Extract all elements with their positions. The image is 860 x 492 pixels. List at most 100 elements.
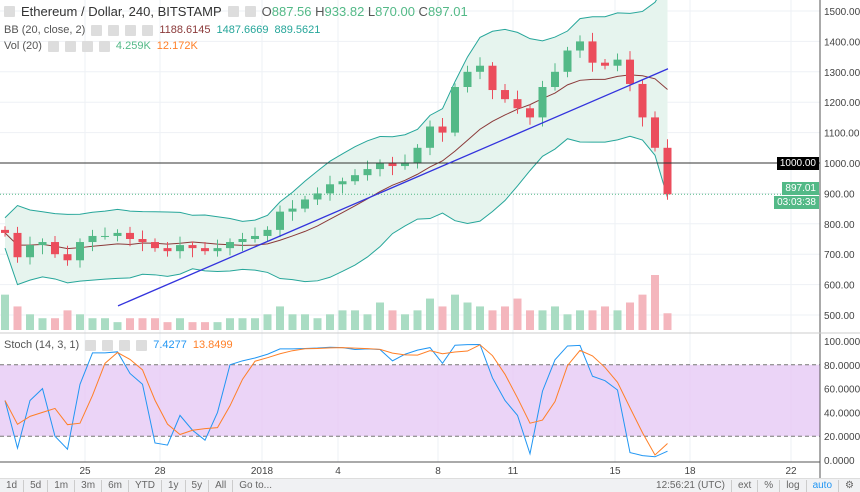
candle-body [288,208,297,212]
stoch-k-value: 7.4277 [153,339,187,351]
clock[interactable]: 12:56:21 (UTC) [650,480,732,492]
stoch-label[interactable]: Stoch (14, 3, 1) [4,339,80,351]
gear-icon[interactable] [244,6,256,17]
plus-icon[interactable] [125,24,137,36]
candle-body [38,242,47,246]
time-tick-label: 28 [154,466,166,477]
candle-body [576,41,584,51]
candle-body [113,232,122,236]
volume-bar [226,318,234,330]
stoch-band [0,364,820,437]
time-tick-label: 18 [684,466,696,477]
log-toggle[interactable]: log [780,480,807,492]
range-3m[interactable]: 3m [75,480,103,492]
range-6m[interactable]: 6m [102,480,129,492]
gear-icon[interactable] [64,40,76,52]
gear-icon[interactable] [108,24,120,36]
goto-button[interactable]: Go to... [239,480,273,491]
candle-body [388,163,397,167]
eye-icon[interactable] [91,24,103,36]
candle-body [163,248,172,252]
price-tick-label: 1200.00 [824,98,860,109]
time-tick-label: 25 [79,466,91,477]
candle-body [563,50,572,72]
volume-bar [651,275,659,330]
candle-body [413,147,422,163]
volume-bar [263,314,272,330]
price-tick-label: 800.00 [824,220,855,231]
last-price-tag: 897.01 [782,182,819,195]
high-value: 933.82 [324,4,365,19]
range-1d[interactable]: 1d [0,480,25,492]
range-1y[interactable]: 1y [162,480,186,492]
range-5d[interactable]: 5d [24,480,49,492]
vol-legend: Vol (20) 4.259K 12.172K [4,40,198,52]
symbol-title: Ethereum / Dollar, 240, BITSTAMP [21,4,222,19]
eye-icon[interactable] [47,40,59,52]
eye-icon[interactable] [227,6,239,17]
time-tick-label: 8 [435,466,441,477]
candle-body [226,242,234,249]
candle-body [251,235,259,239]
volume-bar [338,310,347,330]
price-tick-label: 1300.00 [824,68,860,79]
time-tick-label: 15 [609,466,621,477]
candle-body [1,229,9,233]
collapse-icon[interactable] [4,6,15,17]
price-tick-label: 1000.00 [824,159,860,170]
close-icon[interactable] [98,40,110,52]
stoch-legend: Stoch (14, 3, 1) 7.4277 13.8499 [4,339,233,351]
vol-label[interactable]: Vol (20) [4,40,42,52]
close-icon[interactable] [142,24,154,36]
volume-bar [313,318,322,330]
volume-bar [126,318,134,330]
volume-bar [476,306,484,330]
range-all[interactable]: All [209,480,234,492]
eye-icon[interactable] [85,339,97,351]
candle-body [588,41,597,63]
range-1m[interactable]: 1m [48,480,76,492]
candle-body [126,232,134,239]
stoch-tick-label: 0.0000 [824,456,855,467]
volume-bar [101,318,109,330]
volume-bar [551,306,559,330]
auto-toggle[interactable]: auto [807,480,840,492]
stoch-d-value: 13.8499 [192,339,233,351]
candle-body [438,126,447,133]
main-legend: Ethereum / Dollar, 240, BITSTAMP O887.56… [4,4,468,19]
volume-bar [601,306,609,330]
bb-lower-line [4,135,668,286]
bb-label[interactable]: BB (20, close, 2) [4,24,86,36]
settings-gear-icon[interactable]: ⚙ [845,480,854,491]
range-ytd[interactable]: YTD [129,480,162,492]
candle-body [613,59,622,66]
volume-bar [326,314,334,330]
bb-legend: BB (20, close, 2) 1188.6145 1487.6669 88… [4,24,320,36]
plus-icon[interactable] [81,40,93,52]
volume-bar [63,310,72,330]
stoch-tick-label: 40.0000 [824,408,860,419]
percent-toggle[interactable]: % [758,480,781,492]
bottom-toolbar: 1d 5d 1m 3m 6m YTD 1y 5y All Go to... 12… [0,478,860,492]
candle-body [313,193,322,200]
volume-bar [188,322,197,330]
plus-icon[interactable] [119,339,131,351]
stoch-d-line [4,344,668,456]
volume-bar [176,318,184,330]
price-tick-label: 1500.00 [824,7,860,18]
time-tick-label: 4 [335,466,341,477]
range-5y[interactable]: 5y [186,480,210,492]
bb-lower-value: 889.5621 [274,24,321,36]
volume-bar [451,294,459,330]
volume-bar [438,306,447,330]
candle-body [451,87,459,133]
gear-icon[interactable] [102,339,114,351]
stoch-tick-label: 100.0000 [824,337,860,348]
ext-toggle[interactable]: ext [732,480,759,492]
candle-body [63,254,72,261]
open-value: 887.56 [271,4,312,19]
close-icon[interactable] [136,339,148,351]
candle-body [13,232,22,258]
